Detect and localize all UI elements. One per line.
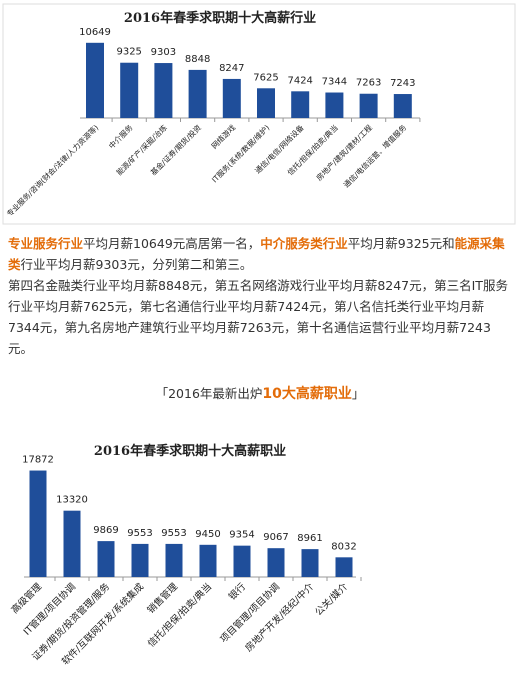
chart-title: 2016年春季求职期十大高薪职业 [94, 443, 286, 459]
bar [199, 544, 217, 577]
text-run: 平均月薪10649元高居第一名， [83, 236, 261, 251]
bar [325, 92, 344, 118]
data-label: 9450 [195, 529, 220, 540]
paragraph: 专业服务行业平均月薪10649元高居第一名，中介服务类行业平均月薪9325元和能… [8, 233, 513, 275]
chart-frame [2, 3, 516, 225]
paragraph: 第四名金融类行业平均月薪8848元，第五名网络游戏行业平均月薪8247元，第三名… [8, 275, 513, 359]
data-label: 7625 [253, 72, 278, 83]
x-tick-label: 公关/媒介 [313, 580, 351, 618]
text-run: 」 [351, 386, 365, 401]
data-label: 13320 [56, 495, 88, 506]
bar [131, 543, 149, 577]
bar [97, 541, 115, 577]
x-tick-label: 专业服务/咨询(财会/法律/人力资源等) [4, 122, 100, 218]
section-heading: 「2016年最新出炉10大高薪职业」 [0, 383, 520, 403]
x-tick-label: 中介服务 [106, 122, 135, 151]
chart: 2016年春季求职期十大高薪职业17872高级管理13320IT管理/项目协调9… [9, 443, 362, 668]
bar [29, 470, 47, 577]
x-tick-label: IT服务(系统/数据/维护) [209, 122, 271, 184]
bar [257, 88, 275, 118]
data-label: 9325 [116, 47, 141, 58]
text-run: 专业服务行业 [8, 236, 84, 251]
bar [359, 93, 378, 118]
data-label: 7344 [322, 77, 347, 88]
x-tick-label: 房地产/建筑/建材/工程 [314, 122, 375, 183]
data-label: 7243 [390, 78, 415, 89]
data-label: 9303 [151, 47, 176, 58]
bar [335, 557, 353, 577]
bar [291, 91, 310, 118]
bar [86, 42, 104, 118]
data-label: 8848 [185, 54, 210, 65]
bar [154, 63, 173, 118]
bar [301, 549, 319, 577]
x-tick-label: 信托/担保/拍卖/典当 [145, 581, 214, 650]
data-label: 9553 [127, 528, 152, 539]
x-tick-label: 高级管理 [9, 580, 45, 616]
bar [222, 78, 241, 118]
data-label: 8961 [297, 533, 322, 544]
data-label: 8032 [331, 541, 356, 552]
data-label: 9553 [161, 528, 186, 539]
bar [393, 94, 412, 118]
data-label: 7263 [356, 78, 381, 89]
data-label: 9869 [93, 525, 118, 536]
data-label: 8247 [219, 63, 244, 74]
text-run: 10大高薪职业 [262, 386, 352, 402]
bar [233, 545, 251, 577]
data-label: 9354 [229, 530, 254, 541]
x-tick-label: 项目管理/项目协调 [218, 581, 282, 645]
data-label: 10649 [79, 27, 111, 38]
text-run: 能源采集类 [8, 236, 505, 272]
bar [188, 69, 207, 118]
bar [63, 510, 81, 577]
x-tick-label: 网络游戏 [209, 122, 238, 151]
data-label: 9067 [263, 532, 288, 543]
text-run: 中介服务类行业 [260, 236, 348, 251]
text-run: 「2016年最新出炉 [155, 386, 263, 401]
chart-title: 2016年春季求职期十大高薪行业 [124, 10, 316, 26]
x-tick-label: 通信/电信运营、增值服务 [341, 122, 409, 190]
data-label: 7424 [287, 75, 312, 86]
bar [120, 62, 139, 118]
text-run: 平均月薪9325元和 [347, 236, 455, 251]
x-tick-label: 销售管理 [145, 580, 181, 616]
text-run: 行业平均月薪9303元，分列第二和第三。 [20, 257, 253, 272]
text-run: 第四名金融类行业平均月薪8848元，第五名网络游戏行业平均月薪8247元，第三名… [8, 278, 508, 356]
bar [267, 548, 285, 577]
chart: 2016年春季求职期十大高薪行业 10649 专业服务/咨询(财会/法律/人力资源等… [2, 3, 516, 225]
data-label: 17872 [22, 455, 54, 466]
bar [165, 543, 183, 577]
x-tick-label: 银行 [226, 580, 248, 602]
